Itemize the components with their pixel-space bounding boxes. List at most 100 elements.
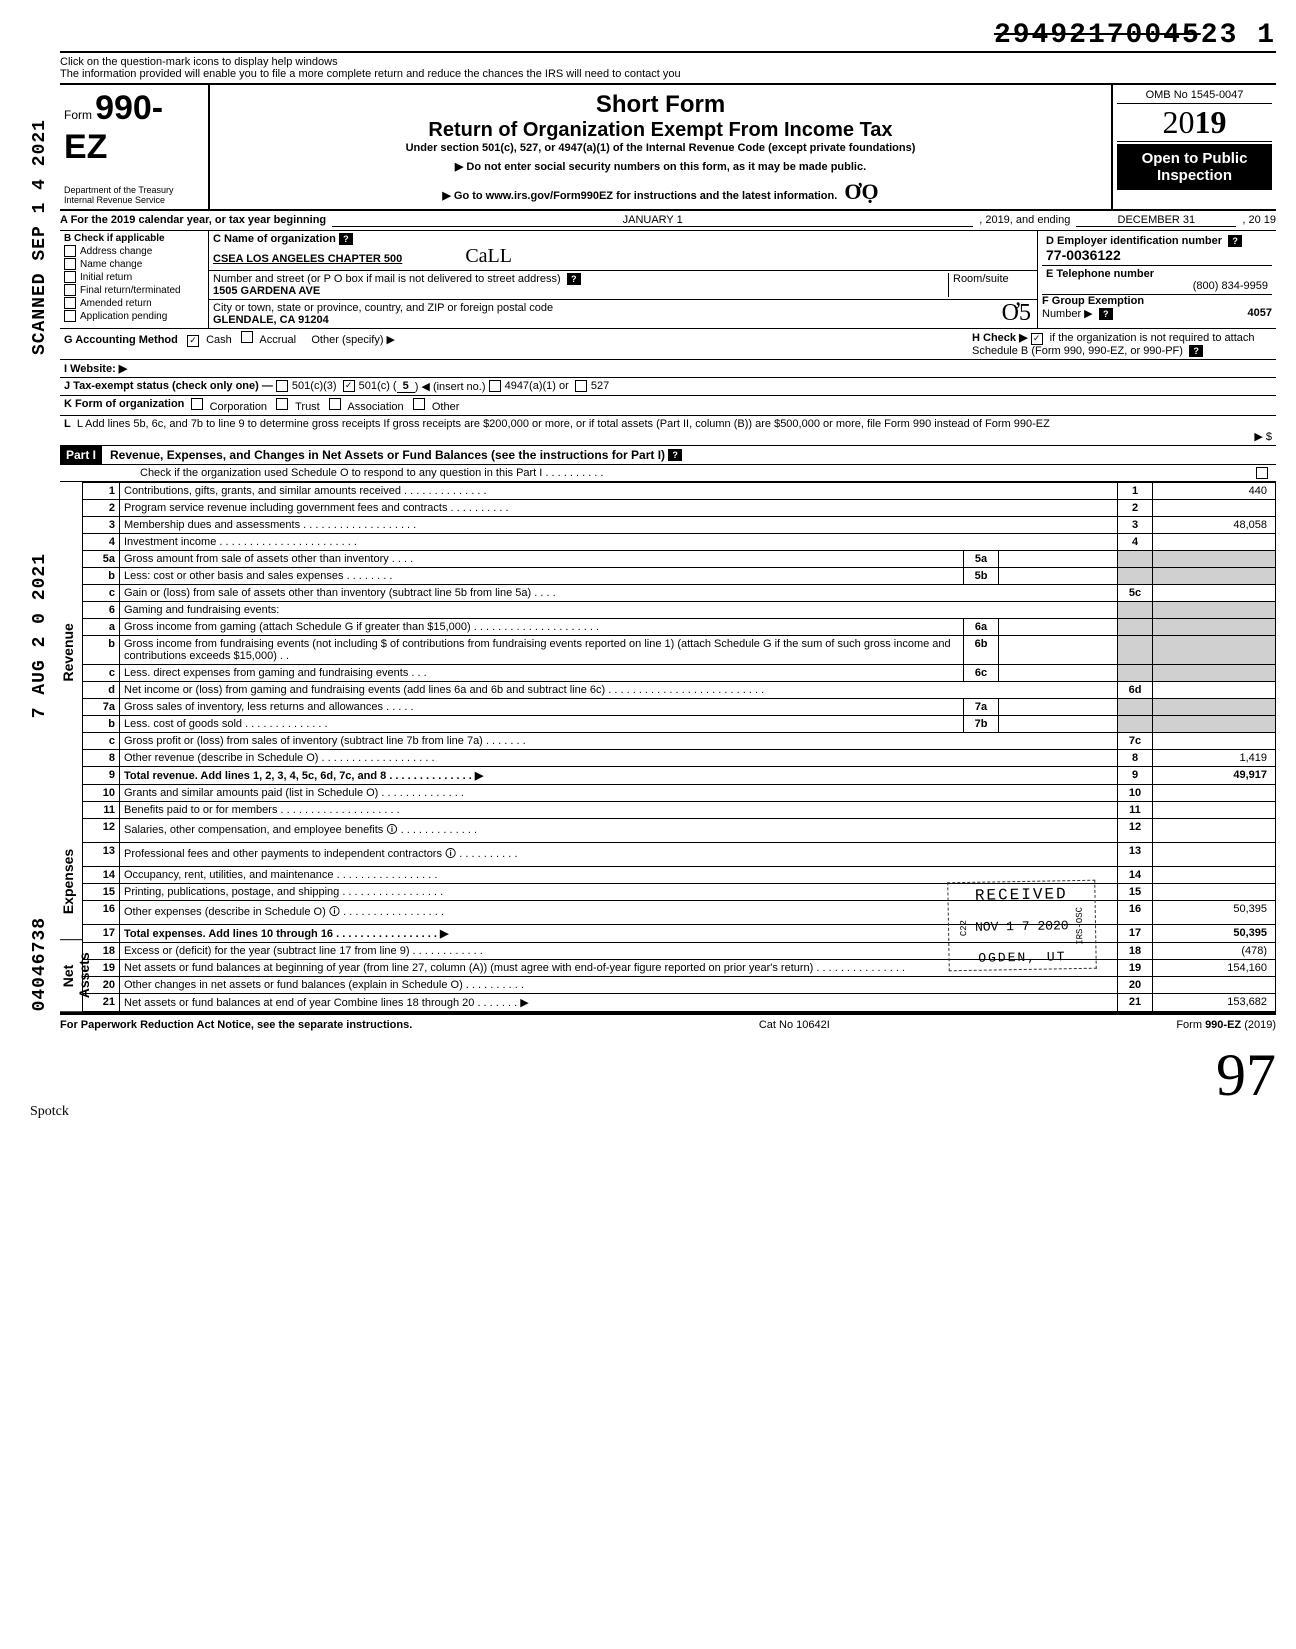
line-desc: Total revenue. Add lines 1, 2, 3, 4, 5c,… (120, 767, 1118, 785)
schedule-b-checkbox[interactable] (1031, 333, 1043, 345)
help-icon[interactable]: ? (1189, 345, 1203, 357)
b-checkbox[interactable] (64, 310, 76, 322)
department-label: Department of the Treasury Internal Reve… (64, 185, 174, 205)
line-num: 7a (83, 699, 120, 716)
b-checkbox[interactable] (64, 284, 76, 296)
line-value: 154,160 (1153, 960, 1276, 977)
row-k: K Form of organization Corporation Trust… (60, 396, 1276, 416)
line-num: 3 (83, 517, 120, 534)
line-rnum: 12 (1118, 819, 1153, 843)
help-icon[interactable]: ? (1099, 308, 1113, 320)
mini-val (999, 636, 1118, 665)
help-banner: Click on the question-mark icons to disp… (60, 51, 1276, 83)
line-value: 49,917 (1153, 767, 1276, 785)
line-desc: Gross income from gaming (attach Schedul… (120, 619, 964, 636)
row-l: L L Add lines 5b, 6c, and 7b to line 9 t… (60, 416, 1276, 446)
b-checkbox[interactable] (64, 258, 76, 270)
line-rnum: 9 (1118, 767, 1153, 785)
501c3-checkbox[interactable] (276, 380, 288, 392)
line-rnum: 11 (1118, 802, 1153, 819)
mini-val (999, 665, 1118, 682)
k-label: Other (432, 401, 460, 413)
k-checkbox[interactable] (413, 398, 425, 410)
row-h: H Check ▶ if the organization is not req… (972, 331, 1272, 357)
signature-97: 97 (1216, 1042, 1276, 1108)
mini-val (999, 699, 1118, 716)
mini-num: 6c (964, 665, 999, 682)
dln-stamp: 2949217004523 1 (60, 20, 1276, 51)
line-value (1153, 682, 1276, 699)
part1-title: Revenue, Expenses, and Changes in Net As… (110, 446, 665, 464)
tax-year: 20201919 (1117, 104, 1272, 142)
line-num: 11 (83, 802, 120, 819)
line-desc: Program service revenue including govern… (120, 500, 1118, 517)
help-icon[interactable]: ? (1228, 235, 1242, 247)
line-desc: Other revenue (describe in Schedule O) .… (120, 750, 1118, 767)
line-value (1153, 802, 1276, 819)
line-value: 50,395 (1153, 901, 1276, 925)
help-icon[interactable]: ? (567, 273, 581, 285)
schedule-o-checkbox[interactable] (1256, 467, 1268, 479)
line-num: 15 (83, 884, 120, 901)
line-desc: Benefits paid to or for members . . . . … (120, 802, 1118, 819)
paperwork-notice: For Paperwork Reduction Act Notice, see … (60, 1019, 412, 1031)
line-desc: Gain or (loss) from sale of assets other… (120, 585, 1118, 602)
line-value (1153, 819, 1276, 843)
section-b: B Check if applicable Address changeName… (60, 231, 209, 328)
line-rnum: 6d (1118, 682, 1153, 699)
form-prefix: Form (64, 108, 92, 122)
section-e: E Telephone number (800) 834-9959 (1042, 266, 1272, 295)
netassets-label: Net Assets (60, 940, 82, 1012)
b-checkbox[interactable] (64, 245, 76, 257)
mini-num: 7b (964, 716, 999, 733)
line-desc: Net assets or fund balances at end of ye… (120, 994, 1118, 1012)
line-rnum: 7c (1118, 733, 1153, 750)
accrual-checkbox[interactable] (241, 331, 253, 343)
line-value: 440 (1153, 483, 1276, 500)
help-icon[interactable]: ? (668, 449, 682, 461)
cat-no: Cat No 10642I (759, 1019, 830, 1031)
line-desc: Investment income . . . . . . . . . . . … (120, 534, 1118, 551)
k-checkbox[interactable] (276, 398, 288, 410)
line-rnum: 14 (1118, 867, 1153, 884)
line-num: b (83, 716, 120, 733)
k-checkbox[interactable] (191, 398, 203, 410)
line-rnum: 1 (1118, 483, 1153, 500)
line-value (1153, 867, 1276, 884)
b-label: Name change (80, 259, 142, 270)
line-num: 14 (83, 867, 120, 884)
line-desc: Other changes in net assets or fund bala… (120, 977, 1118, 994)
line-num: 13 (83, 843, 120, 867)
revenue-label: Revenue (60, 482, 82, 823)
k-label: Corporation (210, 401, 267, 413)
line-num: b (83, 636, 120, 665)
b-checkbox[interactable] (64, 297, 76, 309)
line-value (1153, 733, 1276, 750)
line-num: b (83, 568, 120, 585)
501c-checkbox[interactable] (343, 380, 355, 392)
form-number: 990-EZ (64, 89, 163, 166)
b-label: Final return/terminated (80, 285, 181, 296)
line-desc: Less. cost of goods sold . . . . . . . .… (120, 716, 964, 733)
b-label: Initial return (80, 272, 132, 283)
form-footer: Form 990-EZ (2019) (1176, 1019, 1276, 1031)
line-rnum: 20 (1118, 977, 1153, 994)
line-rnum: 3 (1118, 517, 1153, 534)
part1-label: Part I (60, 446, 102, 464)
cash-checkbox[interactable] (187, 335, 199, 347)
k-checkbox[interactable] (329, 398, 341, 410)
line-value (1153, 534, 1276, 551)
527-checkbox[interactable] (575, 380, 587, 392)
instr-ssn: ▶ Do not enter social security numbers o… (214, 160, 1107, 173)
b-label: Amended return (80, 298, 152, 309)
scanned-stamp: SCANNED SEP 1 4 2021 (30, 119, 50, 355)
line-value (1153, 785, 1276, 802)
row-g: G Accounting Method Cash Accrual Other (… (64, 331, 972, 357)
line-num: 5a (83, 551, 120, 568)
4947-checkbox[interactable] (489, 380, 501, 392)
b-checkbox[interactable] (64, 271, 76, 283)
help-icon[interactable]: ? (339, 233, 353, 245)
line-rnum: 21 (1118, 994, 1153, 1012)
mini-val (999, 568, 1118, 585)
section-f: F Group Exemption Number ▶ ? 4057 (1042, 295, 1272, 320)
